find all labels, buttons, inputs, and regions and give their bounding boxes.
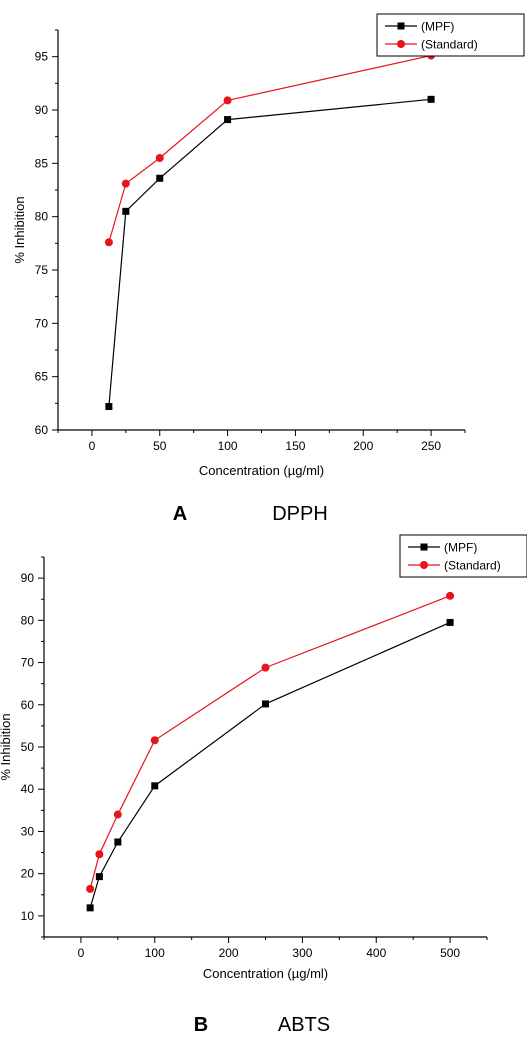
series-line-mpf bbox=[108, 98, 432, 407]
data-point-standard bbox=[86, 884, 95, 893]
x-tick-label: 50 bbox=[153, 439, 167, 453]
y-tick-label: 70 bbox=[35, 316, 49, 330]
panel-name: DPPH bbox=[272, 503, 328, 525]
y-tick-label: 85 bbox=[35, 156, 49, 170]
data-point-mpf bbox=[151, 782, 159, 790]
x-tick-label: 200 bbox=[353, 439, 373, 453]
legend-marker-mpf bbox=[397, 22, 405, 30]
panel-name: ABTS bbox=[278, 1014, 330, 1036]
series-line-standard bbox=[89, 595, 451, 890]
data-point-mpf bbox=[262, 700, 269, 708]
y-tick-label: 20 bbox=[21, 867, 35, 881]
y-tick-label: 75 bbox=[35, 263, 49, 277]
series-line-standard bbox=[108, 55, 432, 243]
y-tick-label: 50 bbox=[21, 740, 35, 754]
y-tick-label: 10 bbox=[21, 909, 35, 923]
y-tick-label: 90 bbox=[21, 571, 35, 585]
panel-a: 0 50 100 150 200 250 60 65 70 75 80 85 90 95 Concentra… bbox=[12, 13, 525, 525]
data-point-standard bbox=[121, 179, 130, 188]
legend-marker-standard bbox=[397, 40, 405, 48]
x-tick-label: 0 bbox=[89, 439, 96, 453]
data-point-standard bbox=[261, 663, 270, 672]
y-tick-label: 30 bbox=[21, 824, 35, 838]
data-point-mpf bbox=[105, 403, 113, 411]
y-tick-label: 65 bbox=[35, 370, 49, 384]
data-point-standard bbox=[104, 238, 113, 247]
legend-box bbox=[376, 13, 525, 57]
x-axis-label: Concentration (µg/ml) bbox=[199, 463, 324, 478]
x-tick-label: 0 bbox=[78, 946, 85, 960]
y-tick-label: 60 bbox=[35, 423, 49, 437]
x-tick-label: 100 bbox=[145, 946, 165, 960]
y-axis-label: % Inhibition bbox=[12, 196, 27, 263]
data-point-mpf bbox=[95, 873, 103, 881]
data-point-mpf bbox=[122, 207, 130, 215]
x-tick-label: 100 bbox=[218, 439, 238, 453]
x-axis-label: Concentration (µg/ml) bbox=[203, 966, 328, 981]
x-tick-label: 400 bbox=[366, 946, 386, 960]
data-point-standard bbox=[150, 736, 159, 745]
data-point-mpf bbox=[114, 838, 122, 846]
legend-marker-standard bbox=[420, 561, 428, 569]
x-tick-label: 250 bbox=[421, 439, 441, 453]
x-tick-label: 500 bbox=[440, 946, 460, 960]
data-point-standard bbox=[446, 591, 455, 600]
data-point-standard bbox=[95, 850, 104, 859]
legend-label: (MPF) bbox=[444, 541, 477, 555]
data-point-mpf bbox=[224, 116, 232, 124]
legend-label: (Standard) bbox=[444, 559, 501, 573]
x-tick-label: 200 bbox=[219, 946, 239, 960]
series-line-mpf bbox=[89, 621, 451, 909]
y-axis-label: % Inhibition bbox=[0, 713, 13, 780]
panel-b: 0 100 200 300 400 500 10 20 30 40 50 60 70 80 90 Concen… bbox=[0, 534, 527, 1036]
y-tick-label: 60 bbox=[21, 698, 35, 712]
data-point-mpf bbox=[446, 618, 454, 626]
legend-box bbox=[399, 534, 527, 578]
legend-label: (MPF) bbox=[421, 20, 454, 34]
panel-letter: B bbox=[194, 1014, 208, 1036]
y-tick-label: 40 bbox=[21, 782, 35, 796]
y-tick-label: 80 bbox=[35, 210, 49, 224]
data-point-standard bbox=[155, 154, 164, 162]
x-tick-label: 150 bbox=[285, 439, 305, 453]
data-point-mpf bbox=[156, 174, 164, 182]
data-point-standard bbox=[223, 96, 232, 105]
data-point-standard bbox=[113, 810, 122, 819]
y-tick-label: 90 bbox=[35, 103, 49, 117]
y-tick-label: 95 bbox=[35, 50, 49, 64]
data-point-mpf bbox=[86, 904, 94, 912]
y-tick-label: 70 bbox=[21, 656, 35, 670]
x-tick-label: 300 bbox=[292, 946, 312, 960]
legend-marker-mpf bbox=[420, 543, 428, 551]
panel-letter: A bbox=[173, 503, 187, 525]
legend-label: (Standard) bbox=[421, 38, 478, 52]
y-tick-label: 80 bbox=[21, 613, 35, 627]
data-point-mpf bbox=[427, 95, 435, 103]
